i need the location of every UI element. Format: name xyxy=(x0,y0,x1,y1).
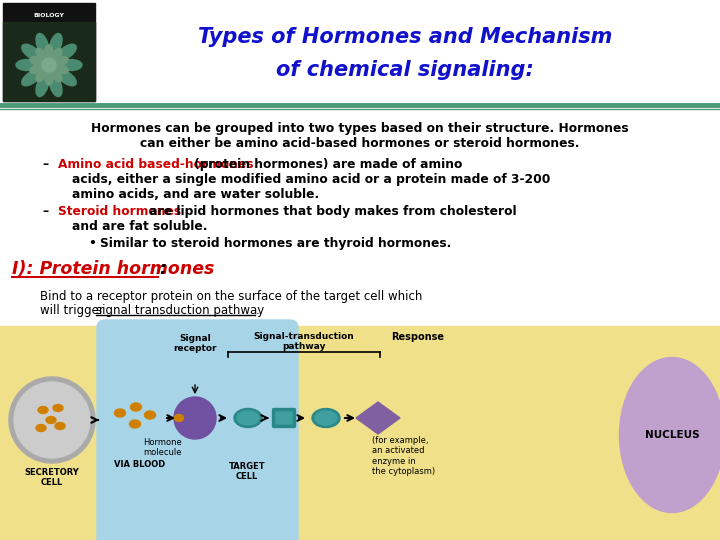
Ellipse shape xyxy=(22,44,40,60)
Text: acids, either a single modified amino acid or a protein made of 3-200: acids, either a single modified amino ac… xyxy=(72,173,550,186)
Text: Signal-transduction
pathway: Signal-transduction pathway xyxy=(253,332,354,352)
FancyBboxPatch shape xyxy=(272,408,295,428)
Bar xyxy=(0,326,720,540)
Text: BIOLOGY: BIOLOGY xyxy=(34,13,65,18)
Text: I): Protein hormones: I): Protein hormones xyxy=(12,260,215,278)
Ellipse shape xyxy=(174,415,184,422)
Text: Signal
receptor: Signal receptor xyxy=(174,334,217,353)
Bar xyxy=(3,22,95,101)
Circle shape xyxy=(9,377,95,463)
Ellipse shape xyxy=(55,57,68,65)
Ellipse shape xyxy=(130,420,140,428)
Ellipse shape xyxy=(145,411,156,419)
Text: Types of Hormones and Mechanism: Types of Hormones and Mechanism xyxy=(198,27,612,47)
Ellipse shape xyxy=(36,75,48,97)
Text: Response: Response xyxy=(392,332,444,342)
Polygon shape xyxy=(356,402,400,434)
Text: and are fat soluble.: and are fat soluble. xyxy=(72,220,207,233)
Text: Bind to a receptor protein on the surface of the target cell which: Bind to a receptor protein on the surfac… xyxy=(40,290,423,303)
Bar xyxy=(3,3,95,101)
Ellipse shape xyxy=(36,49,47,60)
Ellipse shape xyxy=(51,69,62,82)
Ellipse shape xyxy=(50,75,62,97)
Ellipse shape xyxy=(234,408,262,428)
Text: –: – xyxy=(42,205,48,218)
Ellipse shape xyxy=(46,416,56,423)
FancyBboxPatch shape xyxy=(97,320,298,540)
Text: Steroid hormones: Steroid hormones xyxy=(58,205,181,218)
Ellipse shape xyxy=(58,44,76,60)
Ellipse shape xyxy=(58,70,76,86)
Text: will trigger: will trigger xyxy=(40,304,107,317)
Ellipse shape xyxy=(36,424,46,431)
Text: :: : xyxy=(159,260,166,278)
Ellipse shape xyxy=(16,59,38,71)
Text: can either be amino acid-based hormones or steroid hormones.: can either be amino acid-based hormones … xyxy=(140,137,580,150)
Ellipse shape xyxy=(315,411,337,425)
Text: .: . xyxy=(256,304,260,317)
Ellipse shape xyxy=(237,411,259,425)
Ellipse shape xyxy=(36,33,48,55)
Ellipse shape xyxy=(130,403,142,411)
Ellipse shape xyxy=(36,69,47,82)
Text: Hormone
molecule: Hormone molecule xyxy=(143,438,181,457)
Ellipse shape xyxy=(51,49,62,60)
Ellipse shape xyxy=(312,408,340,428)
Text: NUCLEUS: NUCLEUS xyxy=(644,430,699,440)
Ellipse shape xyxy=(38,407,48,414)
FancyBboxPatch shape xyxy=(276,412,292,424)
Ellipse shape xyxy=(60,59,82,71)
Circle shape xyxy=(174,397,216,439)
Circle shape xyxy=(42,58,56,72)
Text: Amino acid based-hormones: Amino acid based-hormones xyxy=(58,158,253,171)
Text: of chemical signaling:: of chemical signaling: xyxy=(276,60,534,80)
Text: signal transduction pathway: signal transduction pathway xyxy=(96,304,264,317)
Text: are lipid hormones that body makes from cholesterol: are lipid hormones that body makes from … xyxy=(145,205,517,218)
Circle shape xyxy=(14,382,90,458)
Text: amino acids, and are water soluble.: amino acids, and are water soluble. xyxy=(72,188,319,201)
Text: (for example,
an activated
enzyme in
the cytoplasm): (for example, an activated enzyme in the… xyxy=(372,436,435,476)
Text: TARGET
CELL: TARGET CELL xyxy=(229,462,265,481)
Text: Hormones can be grouped into two types based on their structure. Hormones: Hormones can be grouped into two types b… xyxy=(91,122,629,135)
Ellipse shape xyxy=(50,33,62,55)
Text: –: – xyxy=(42,158,48,171)
Ellipse shape xyxy=(45,45,53,59)
Ellipse shape xyxy=(45,71,53,85)
Text: (protein hormones) are made of amino: (protein hormones) are made of amino xyxy=(190,158,462,171)
Ellipse shape xyxy=(114,409,125,417)
Text: SECRETORY
CELL: SECRETORY CELL xyxy=(24,468,79,488)
Ellipse shape xyxy=(55,422,65,429)
Ellipse shape xyxy=(53,404,63,411)
Ellipse shape xyxy=(30,65,43,73)
Text: Similar to steroid hormones are thyroid hormones.: Similar to steroid hormones are thyroid … xyxy=(100,237,451,250)
Ellipse shape xyxy=(55,65,68,73)
Ellipse shape xyxy=(22,70,40,86)
Text: •: • xyxy=(88,237,96,250)
Text: VIA BLOOD: VIA BLOOD xyxy=(114,460,166,469)
Ellipse shape xyxy=(619,357,720,512)
Ellipse shape xyxy=(30,57,43,65)
